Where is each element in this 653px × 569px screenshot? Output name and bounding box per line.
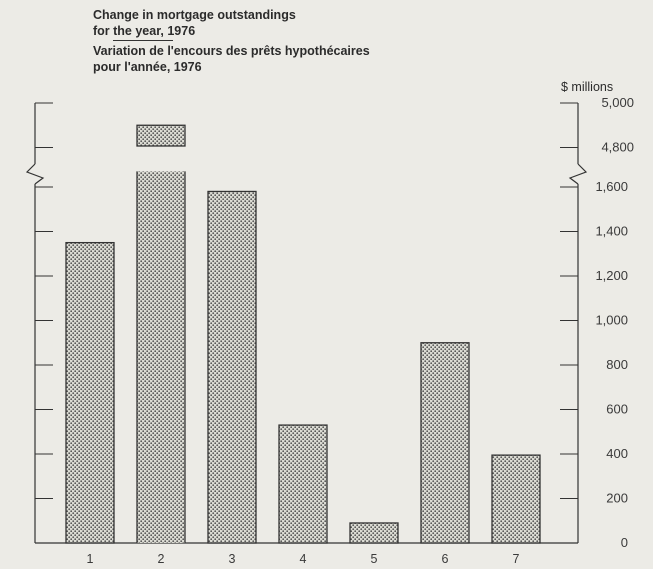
bar-7 xyxy=(491,454,541,544)
x-tick-label: 2 xyxy=(158,552,165,566)
bar-6 xyxy=(420,342,470,544)
x-tick-label: 4 xyxy=(300,552,307,566)
labels-layer: 0 200 400 600 800 1,000 1,200 1,400 1,600 4,800 5,… xyxy=(87,95,634,566)
y-tick-label: 0 xyxy=(621,535,628,550)
title-french-line-2: pour l'année, 1976 xyxy=(93,60,202,74)
title-english-line-2: for the year, 1976 xyxy=(93,24,196,38)
bar-2 xyxy=(137,171,185,544)
y-tick-label: 400 xyxy=(606,446,628,461)
y-axis-unit-label: $ millions xyxy=(561,80,614,94)
title-french: Variation de l'encours des prêts hypothé… xyxy=(93,44,370,58)
y-tick-label: 1,400 xyxy=(595,224,628,239)
y-tick-label: 800 xyxy=(606,357,628,372)
y-tick-label: 4,800 xyxy=(601,140,634,155)
x-tick-label: 3 xyxy=(229,552,236,566)
bar-4 xyxy=(278,424,328,544)
y-tick-label: 200 xyxy=(606,491,628,506)
y-tick-label: 1,200 xyxy=(595,268,628,283)
left-axis-break xyxy=(25,163,45,185)
bar-5 xyxy=(349,522,399,544)
y-tick-label: 600 xyxy=(606,402,628,417)
x-tick-label: 7 xyxy=(513,552,520,566)
bar-1 xyxy=(65,241,115,544)
x-tick-label: 1 xyxy=(87,552,94,566)
title-english: Change in mortgage outstandings xyxy=(93,8,296,22)
x-tick-label: 6 xyxy=(442,552,449,566)
bar-3 xyxy=(207,190,257,544)
y-tick-label: 5,000 xyxy=(601,95,634,110)
bar-2-upper xyxy=(136,124,186,147)
y-tick-label: 1,000 xyxy=(595,313,628,328)
bars-layer xyxy=(65,124,541,544)
right-axis-break xyxy=(568,163,588,185)
title-separator xyxy=(113,40,173,41)
y-tick-label: 1,600 xyxy=(595,179,628,194)
chart-title-block: Change in mortgage outstandings for the … xyxy=(93,7,370,75)
x-tick-label: 5 xyxy=(371,552,378,566)
